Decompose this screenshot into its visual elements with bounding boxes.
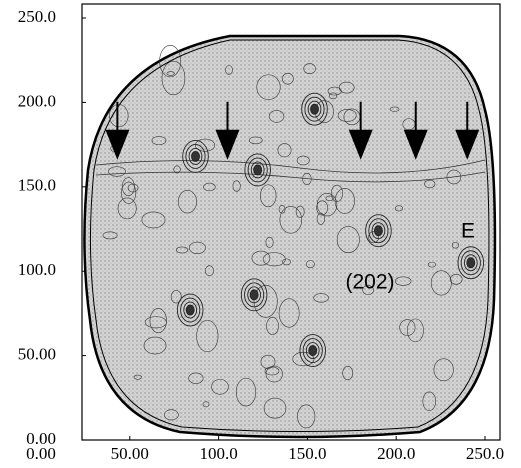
x-tick-label: 200.0 — [377, 444, 415, 463]
contour-ring — [186, 305, 194, 315]
x-tick-label: 150.0 — [288, 444, 326, 463]
y-tick-label: 50.00 — [18, 345, 56, 364]
sample-region — [84, 36, 494, 437]
contour-ring — [250, 290, 258, 300]
contour-ring — [254, 165, 262, 175]
x-tick-label: 50.00 — [111, 444, 149, 463]
contour-ring — [311, 104, 319, 114]
y-tick-label: 200.0 — [18, 91, 56, 110]
contour-ring — [192, 151, 200, 161]
y-tick-label: 0.00 — [26, 429, 56, 448]
contour-ring — [467, 258, 475, 268]
y-tick-label: 150.0 — [18, 176, 56, 195]
annotation: (202) — [345, 271, 394, 294]
chart: E (202) 0.0050.00100.0150.0200.0250.00.0… — [0, 0, 521, 468]
y-tick-label: 250.0 — [18, 7, 56, 26]
x-tick-label: 250.0 — [466, 444, 504, 463]
annotation: E — [461, 220, 475, 243]
y-tick-label: 100.0 — [18, 260, 56, 279]
contour-ring — [374, 226, 382, 236]
contour-ring — [309, 346, 317, 356]
x-tick-label: 100.0 — [199, 444, 237, 463]
